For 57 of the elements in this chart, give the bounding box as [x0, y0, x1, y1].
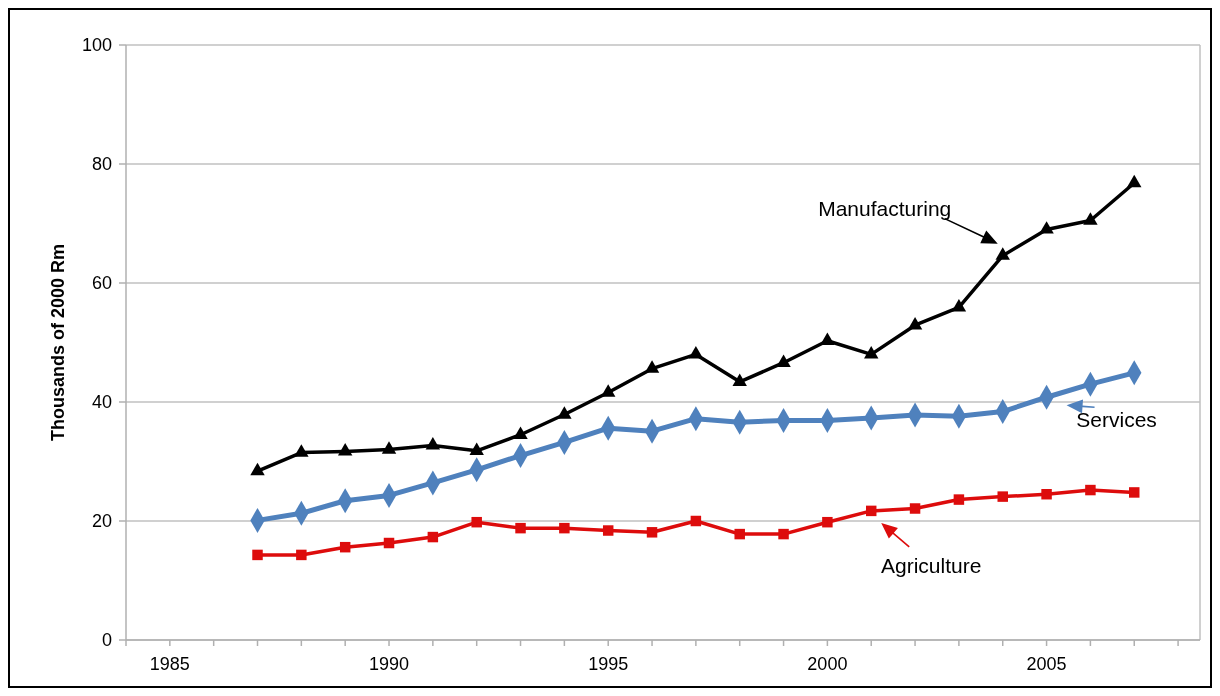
- x-tick-label: 1990: [369, 654, 410, 674]
- point: [864, 346, 879, 359]
- legend-label: Agriculture: [881, 553, 982, 577]
- point: [559, 522, 570, 534]
- legend-label: Services: [1076, 408, 1157, 432]
- point: [337, 443, 353, 456]
- y-axis-title: Thousands of 2000 Rm: [48, 243, 68, 442]
- point: [294, 444, 309, 457]
- point: [513, 426, 528, 439]
- point: [557, 406, 572, 419]
- point: [732, 373, 747, 386]
- point: [601, 384, 616, 397]
- point: [734, 528, 745, 540]
- point: [427, 531, 439, 543]
- point: [339, 541, 351, 553]
- point: [822, 516, 833, 528]
- point: [690, 515, 702, 527]
- point: [296, 549, 307, 561]
- point: [515, 522, 526, 534]
- y-tick-label: 80: [91, 154, 112, 175]
- x-tick-label: 2000: [807, 654, 848, 674]
- x-tick-label: 2005: [1026, 654, 1067, 674]
- x-tick-label: 1985: [149, 654, 190, 674]
- point: [997, 491, 1008, 502]
- point: [469, 442, 484, 455]
- x-tick-label: 1995: [588, 654, 629, 674]
- point: [953, 494, 965, 505]
- point: [778, 528, 789, 540]
- point: [776, 354, 791, 367]
- point: [1083, 212, 1098, 225]
- y-tick-label: 20: [91, 511, 112, 532]
- point: [1129, 487, 1140, 498]
- point: [688, 346, 704, 359]
- point: [1085, 484, 1096, 496]
- point: [602, 525, 614, 536]
- y-tick-label: 60: [91, 273, 112, 294]
- point: [1041, 488, 1052, 500]
- point: [995, 247, 1010, 260]
- text: Manufacturing: [818, 196, 952, 220]
- point: [471, 516, 482, 528]
- point: [383, 537, 395, 549]
- point: [909, 503, 921, 514]
- point: [1127, 174, 1142, 188]
- y-tick-label: 0: [101, 630, 112, 651]
- point: [252, 549, 263, 561]
- point: [381, 441, 397, 454]
- point: [907, 316, 923, 330]
- point: [425, 437, 441, 450]
- point: [644, 360, 660, 373]
- point: [646, 527, 658, 538]
- y-tick-label: 100: [81, 35, 112, 56]
- point: [250, 462, 265, 476]
- point: [1039, 221, 1054, 234]
- point: [865, 505, 877, 517]
- y-tick-label: 40: [91, 392, 112, 413]
- point: [820, 332, 835, 345]
- point: [951, 299, 967, 312]
